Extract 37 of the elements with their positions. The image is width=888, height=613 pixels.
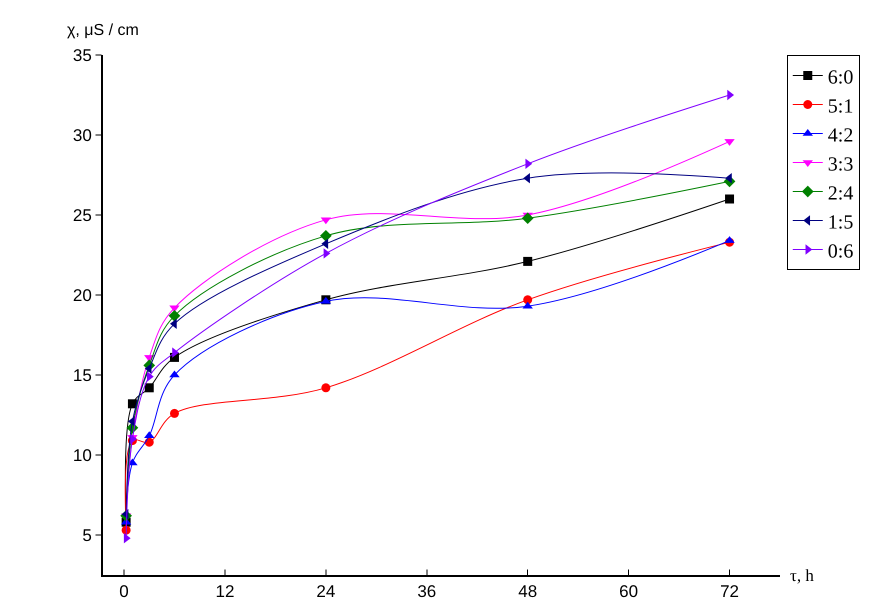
x-tick-label: 0	[119, 582, 129, 602]
y-tick-label: 10	[72, 446, 92, 465]
legend-label: 2:4	[828, 182, 854, 204]
x-tick-label: 24	[316, 582, 336, 602]
point	[170, 408, 179, 418]
x-tick-label: 48	[518, 582, 538, 602]
y-tick-label: 30	[72, 126, 92, 145]
x-tick-label: 60	[619, 582, 638, 602]
legend-label: 5:1	[828, 95, 854, 118]
y-tick-label: 5	[82, 526, 92, 545]
point	[525, 158, 532, 169]
point	[124, 533, 131, 544]
point	[523, 295, 532, 304]
point	[168, 310, 180, 322]
y-axis-title: χ, μS / cm	[67, 22, 139, 39]
point	[170, 318, 177, 329]
point	[725, 194, 734, 204]
legend-label: 6:0	[828, 66, 854, 88]
point	[522, 212, 534, 224]
legend-label: 0:6	[828, 240, 854, 262]
x-tick-label: 36	[417, 582, 436, 602]
point	[144, 431, 154, 438]
point	[321, 238, 328, 249]
point	[144, 383, 154, 392]
legend-label: 4:2	[828, 124, 854, 146]
legend-label: 1:5	[828, 211, 854, 234]
x-axis-title: τ, h	[790, 566, 814, 585]
y-tick-label: 20	[72, 286, 92, 305]
y-tick-label: 25	[72, 206, 92, 225]
y-tick-label: 35	[72, 46, 92, 65]
point	[523, 256, 532, 266]
y-tick-label: 15	[72, 366, 92, 385]
x-tick-label: 12	[215, 582, 234, 602]
point	[321, 383, 330, 392]
point	[320, 230, 332, 242]
legend-label: 3:3	[828, 153, 854, 176]
x-tick-label: 72	[720, 582, 739, 602]
